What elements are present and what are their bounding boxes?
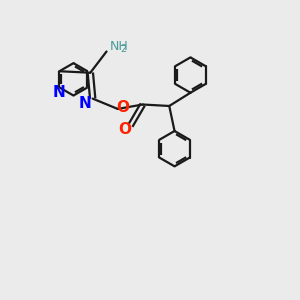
Text: 2: 2: [120, 44, 127, 54]
Text: O: O: [116, 100, 130, 115]
Text: NH: NH: [110, 40, 128, 53]
Text: O: O: [118, 122, 131, 137]
Text: N: N: [53, 85, 66, 100]
Text: N: N: [79, 95, 92, 110]
